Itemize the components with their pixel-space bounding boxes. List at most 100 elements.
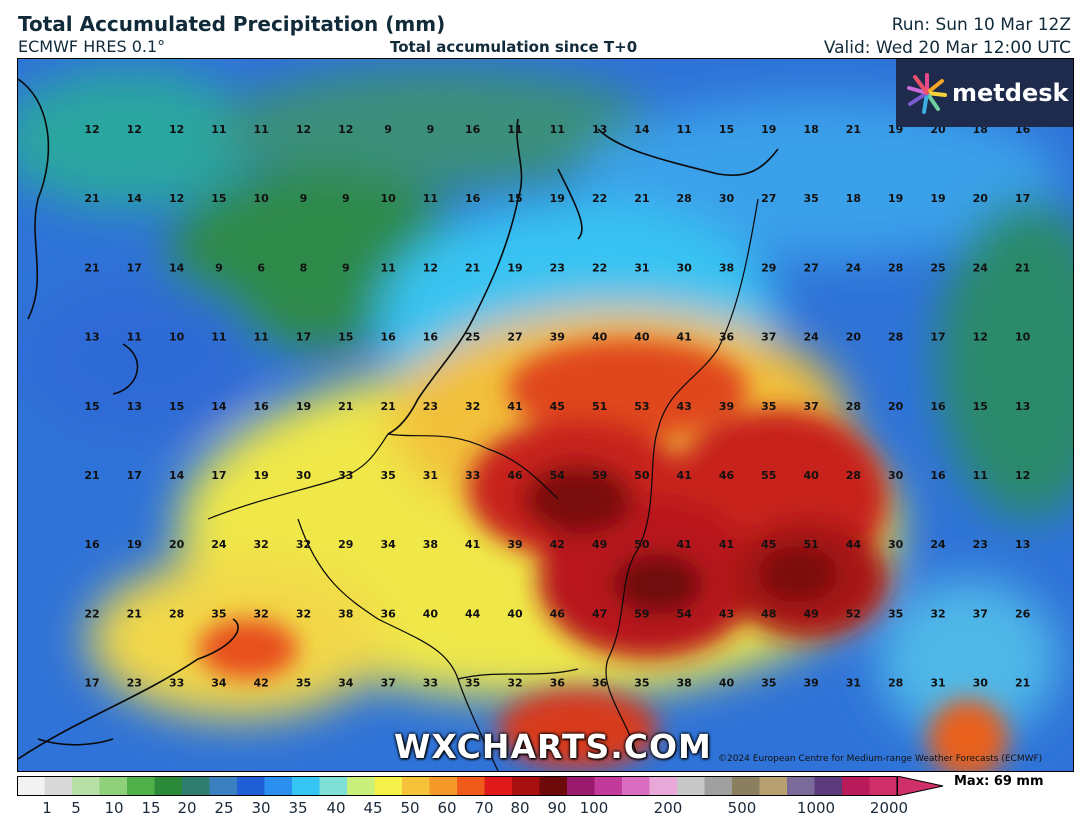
grid-value: 32 bbox=[507, 677, 522, 690]
grid-value: 24 bbox=[930, 538, 946, 551]
grid-value: 35 bbox=[761, 677, 776, 690]
grid-value: 12 bbox=[169, 123, 184, 136]
grid-value: 35 bbox=[296, 677, 311, 690]
grid-value: 32 bbox=[930, 607, 945, 620]
grid-value: 40 bbox=[634, 331, 650, 344]
grid-value: 38 bbox=[677, 677, 692, 690]
grid-value: 12 bbox=[1015, 469, 1030, 482]
grid-value: 28 bbox=[677, 192, 692, 205]
grid-value: 18 bbox=[803, 123, 818, 136]
grid-value: 22 bbox=[592, 261, 607, 274]
grid-value: 36 bbox=[380, 607, 396, 620]
grid-value: 21 bbox=[84, 192, 99, 205]
grid-value: 27 bbox=[507, 331, 522, 344]
grid-value: 30 bbox=[888, 469, 904, 482]
grid-value: 12 bbox=[973, 331, 988, 344]
watermark: WXCHARTS.COM bbox=[394, 727, 712, 766]
grid-value: 8 bbox=[300, 261, 308, 274]
colorbar-cell bbox=[704, 776, 733, 796]
grid-value: 53 bbox=[634, 400, 649, 413]
colorbar-tick: 20 bbox=[177, 799, 197, 817]
grid-value: 28 bbox=[888, 261, 903, 274]
grid-value: 15 bbox=[973, 400, 988, 413]
grid-value: 30 bbox=[973, 677, 989, 690]
colorbar-cell bbox=[182, 776, 210, 796]
grid-value: 14 bbox=[169, 469, 185, 482]
metdesk-logo: metdesk bbox=[896, 59, 1073, 127]
grid-value: 11 bbox=[423, 192, 438, 205]
map-canvas: 12 12 12 11 11 12 12 9 9 16 11 11 13 14 11 15 19 18 21 19 20… bbox=[18, 59, 1073, 771]
grid-value: 12 bbox=[127, 123, 142, 136]
grid-value: 12 bbox=[338, 123, 353, 136]
colorbar-cell bbox=[402, 776, 430, 796]
grid-value: 14 bbox=[169, 261, 185, 274]
valid-time: Valid: Wed 20 Mar 12:00 UTC bbox=[823, 38, 1071, 58]
grid-value: 33 bbox=[423, 677, 438, 690]
grid-value: 52 bbox=[846, 607, 861, 620]
grid-value: 28 bbox=[888, 677, 903, 690]
legend-colorbar bbox=[17, 776, 944, 796]
borders bbox=[207, 198, 759, 771]
colorbar-tick: 40 bbox=[326, 799, 346, 817]
grid-value: 34 bbox=[338, 677, 354, 690]
colorbar-tick: 35 bbox=[288, 799, 308, 817]
grid-value: 45 bbox=[550, 400, 565, 413]
colorbar-cell bbox=[787, 776, 815, 796]
grid-value: 19 bbox=[550, 192, 565, 205]
grid-value: 45 bbox=[761, 538, 776, 551]
grid-value: 40 bbox=[507, 607, 523, 620]
grid-value: 40 bbox=[719, 677, 735, 690]
grid-value: 39 bbox=[803, 677, 818, 690]
colorbar-cell bbox=[567, 776, 595, 796]
grid-value: 21 bbox=[338, 400, 353, 413]
grid-value: 25 bbox=[930, 261, 945, 274]
grid-value: 21 bbox=[127, 607, 142, 620]
grid-value: 35 bbox=[761, 400, 776, 413]
colorbar-tick: 70 bbox=[474, 799, 494, 817]
colorbar-tick: 10 bbox=[104, 799, 124, 817]
colorbar-tick: 80 bbox=[510, 799, 530, 817]
grid-value: 51 bbox=[592, 400, 607, 413]
grid-value: 29 bbox=[761, 261, 776, 274]
precipitation-map[interactable]: 12 12 12 11 11 12 12 9 9 16 11 11 13 14 11 15 19 18 21 19 20… bbox=[17, 58, 1074, 772]
grid-value: 15 bbox=[84, 400, 99, 413]
grid-value: 47 bbox=[592, 607, 607, 620]
grid-value: 37 bbox=[761, 331, 776, 344]
grid-value: 32 bbox=[296, 607, 311, 620]
grid-value: 12 bbox=[423, 261, 438, 274]
grid-value: 50 bbox=[634, 469, 650, 482]
grid-value: 16 bbox=[930, 400, 946, 413]
grid-value: 11 bbox=[550, 123, 565, 136]
grid-value: 15 bbox=[719, 123, 734, 136]
colorbar-arrow bbox=[896, 776, 944, 796]
grid-value: 28 bbox=[888, 331, 903, 344]
grid-value: 14 bbox=[211, 400, 227, 413]
grid-value: 41 bbox=[719, 538, 734, 551]
grid-value: 9 bbox=[215, 261, 223, 274]
grid-value: 27 bbox=[803, 261, 818, 274]
grid-value: 15 bbox=[169, 400, 184, 413]
colorbar-cell bbox=[814, 776, 843, 796]
grid-value: 13 bbox=[1015, 400, 1030, 413]
colorbar-cell bbox=[429, 776, 458, 796]
grid-value: 11 bbox=[677, 123, 692, 136]
grid-value: 40 bbox=[592, 331, 608, 344]
grid-value: 32 bbox=[296, 538, 311, 551]
colorbar-tick: 200 bbox=[653, 799, 683, 817]
grid-value: 16 bbox=[423, 331, 439, 344]
grid-value: 12 bbox=[169, 192, 184, 205]
colorbar-tick: 100 bbox=[579, 799, 609, 817]
grid-value: 36 bbox=[550, 677, 566, 690]
grid-value: 10 bbox=[254, 192, 270, 205]
grid-value: 59 bbox=[634, 607, 649, 620]
grid-value: 35 bbox=[888, 607, 903, 620]
colorbar-cell bbox=[594, 776, 623, 796]
grid-value: 41 bbox=[677, 469, 692, 482]
grid-value: 44 bbox=[846, 538, 862, 551]
colorbar-cell bbox=[539, 776, 568, 796]
grid-value: 32 bbox=[254, 538, 269, 551]
grid-value: 13 bbox=[1015, 538, 1030, 551]
grid-value: 14 bbox=[634, 123, 650, 136]
precip-field-core bbox=[198, 339, 1008, 771]
colorbar-cell bbox=[347, 776, 375, 796]
